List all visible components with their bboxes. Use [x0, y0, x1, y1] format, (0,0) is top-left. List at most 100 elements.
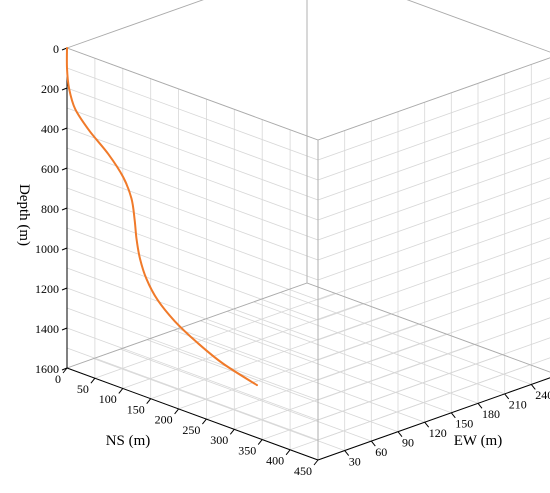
ew-tick-label: 210 — [509, 398, 527, 412]
depth-tick-mark — [61, 87, 68, 91]
grid-line-ew-wall-depth — [317, 77, 550, 161]
depth-tick-mark — [61, 127, 68, 131]
grid-line-ew-wall-depth — [317, 237, 550, 321]
grid-line-ns-wall-depth — [66, 87, 319, 181]
ew-tick-label: 120 — [429, 426, 447, 440]
depth-tick-label: 1200 — [35, 282, 59, 296]
grid-line-floor-ns — [94, 292, 336, 379]
ew-tick-label: 180 — [482, 407, 500, 421]
depth-tick-label: 0 — [53, 42, 59, 56]
depth-tick-label: 600 — [41, 162, 59, 176]
ew-axis-title: EW (m) — [454, 433, 502, 449]
ns-tick-label: 100 — [99, 392, 117, 406]
ns-tick-label: 450 — [294, 464, 312, 478]
grid-line-ns-wall-depth — [66, 267, 319, 361]
grid-line-floor-ns — [122, 303, 363, 389]
ew-tick-mark — [424, 421, 430, 428]
grid-line-ns-wall-depth — [66, 307, 319, 401]
depth-tick-mark — [61, 287, 68, 291]
ns-axis-line — [66, 367, 319, 461]
ew-tick-mark — [397, 431, 403, 438]
grid-line-floor-ew — [280, 292, 532, 385]
depth-tick-mark — [61, 167, 68, 171]
grid-line-ns-wall-depth — [66, 147, 319, 241]
grid-line-ew-wall-depth — [317, 257, 550, 341]
ew-tick-mark — [370, 440, 376, 447]
series-layer — [65, 47, 258, 387]
ew-tick-mark — [450, 412, 456, 419]
grid-line-ew-wall-depth — [317, 217, 550, 301]
depth-tick-label: 400 — [41, 122, 59, 136]
box-frame — [66, 0, 550, 460]
grid-line-floor-ew — [93, 358, 345, 451]
grid-line-floor-ns — [234, 343, 475, 430]
frame-edge — [406, 0, 550, 53]
ew-tick-mark — [504, 393, 510, 400]
ns-tick-mark — [146, 398, 152, 405]
frame-edge — [66, 47, 319, 141]
ew-tick-label: 150 — [455, 417, 473, 431]
ns-tick-label: 300 — [210, 433, 228, 447]
ns-tick-mark — [202, 418, 207, 425]
grid-line-floor-ew — [173, 329, 425, 423]
grid-line-floor-ns — [289, 364, 531, 451]
grid-line-floor-ns — [206, 333, 447, 420]
grid-line-ew-wall-depth — [317, 117, 550, 201]
ew-axis-line — [317, 377, 550, 461]
grid-line-floor-ew — [253, 301, 505, 395]
ns-tick-label: 50 — [77, 382, 89, 396]
grid-line-floor-ns — [262, 354, 503, 440]
grid-line-floor-ew — [226, 310, 479, 404]
ew-tick-mark — [344, 450, 350, 456]
grid-line-ns-wall-depth — [66, 247, 319, 341]
ew-tick-label: 90 — [402, 435, 414, 449]
ns-tick-mark — [229, 428, 235, 435]
grid-line-ew-wall-depth — [317, 97, 550, 181]
ns-tick-mark — [62, 367, 68, 374]
depth-tick-mark — [61, 207, 68, 211]
ns-axis-title: NS (m) — [106, 433, 151, 449]
ew-tick-mark — [530, 384, 536, 390]
grid-line-ew-wall-depth — [317, 157, 550, 241]
grid-line-floor-ns — [150, 313, 391, 400]
ns-tick-label: 150 — [127, 402, 145, 416]
grid-line-ns-wall-depth — [66, 167, 319, 261]
depth-axis-title: Depth (m) — [16, 184, 32, 246]
ns-tick-mark — [257, 439, 263, 445]
depth-tick-mark — [61, 327, 68, 331]
grid-line-floor-ew — [200, 320, 452, 414]
ns-tick-label: 350 — [238, 443, 256, 457]
grid-line-ns-wall-depth — [66, 107, 319, 201]
ns-tick-label: 250 — [182, 423, 200, 437]
depth-tick-label: 1000 — [35, 242, 59, 256]
grid-line-ns-wall-depth — [66, 347, 319, 441]
depth-tick-label: 800 — [41, 202, 59, 216]
ns-tick-label: 200 — [155, 413, 173, 427]
depth-tick-label: 1400 — [35, 322, 59, 336]
grid-line-floor-ew — [146, 339, 399, 433]
tick-labels: 0200400600800100012001400160005010015020… — [35, 42, 550, 478]
ew-tick-mark — [477, 402, 483, 409]
grid-line-floor-ew — [120, 348, 372, 442]
grid-line-ns-wall-depth — [66, 187, 319, 281]
depth-tick-mark — [61, 247, 68, 251]
ew-tick-label: 240 — [535, 388, 550, 402]
ns-tick-label: 0 — [55, 372, 61, 386]
ew-tick-label: 60 — [375, 445, 387, 459]
grid-line-ns-wall-depth — [66, 67, 319, 161]
frame-edge — [66, 0, 204, 49]
grid-line-ew-wall-depth — [317, 197, 550, 281]
depth-tick-label: 200 — [41, 82, 59, 96]
grid-line-ns-wall-depth — [66, 327, 319, 421]
grid-line-ns-wall-depth — [66, 127, 319, 221]
ns-tick-label: 400 — [266, 454, 284, 468]
grid-line-ew-wall-depth — [317, 177, 550, 261]
frame-edge — [306, 282, 550, 373]
grid-line-ns-wall-depth — [66, 227, 319, 321]
grid-line-ew-wall-depth — [317, 277, 550, 361]
ns-tick-mark — [313, 459, 319, 466]
ew-tick-label: 30 — [349, 454, 361, 468]
grid-lines — [66, 47, 550, 461]
grid-line-ew-wall-depth — [317, 297, 550, 381]
